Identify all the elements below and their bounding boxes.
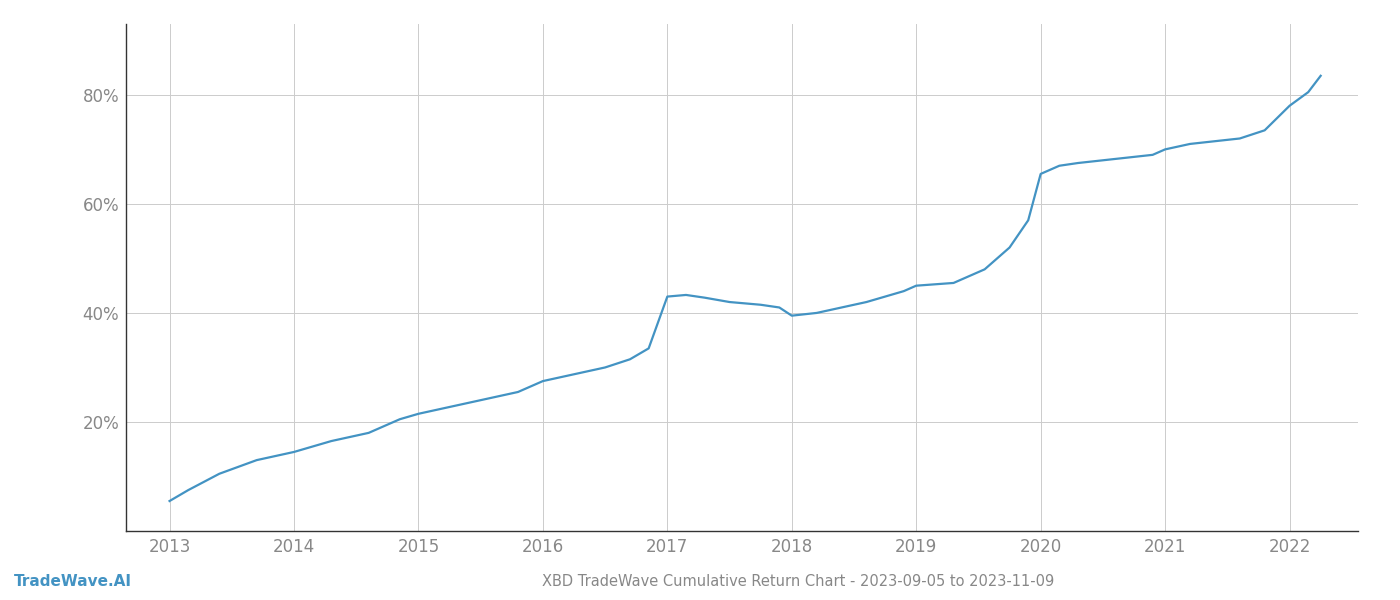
Text: TradeWave.AI: TradeWave.AI [14,574,132,589]
Text: XBD TradeWave Cumulative Return Chart - 2023-09-05 to 2023-11-09: XBD TradeWave Cumulative Return Chart - … [542,574,1054,589]
